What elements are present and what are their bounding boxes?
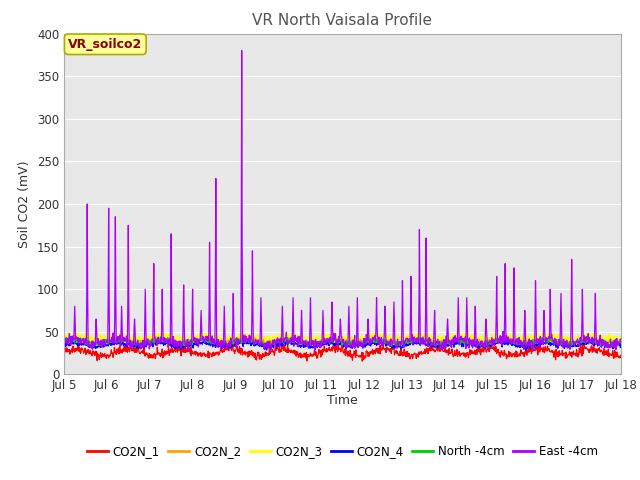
CO2N_2 [617, 336, 625, 342]
CO2N_4 [617, 341, 625, 347]
CO2N_1 [424, 346, 431, 351]
East -4cm [60, 340, 68, 346]
East -4cm [540, 342, 547, 348]
CO2N_1 [617, 354, 625, 360]
East -4cm [369, 335, 376, 340]
CO2N_3 [580, 333, 588, 338]
North -4cm [368, 339, 376, 345]
CO2N_1 [540, 349, 547, 355]
CO2N_4 [423, 341, 431, 347]
CO2N_1 [525, 345, 532, 351]
CO2N_2 [580, 335, 588, 340]
Line: CO2N_2: CO2N_2 [64, 335, 621, 345]
CO2N_1 [60, 348, 68, 354]
East -4cm [238, 48, 246, 53]
CO2N_2 [412, 332, 419, 338]
CO2N_1 [580, 344, 588, 350]
East -4cm [184, 348, 192, 353]
CO2N_4 [282, 343, 289, 348]
CO2N_3 [282, 333, 290, 339]
CO2N_1 [273, 340, 281, 346]
North -4cm [419, 334, 427, 340]
East -4cm [282, 336, 290, 342]
North -4cm [617, 339, 625, 345]
CO2N_2 [423, 337, 431, 343]
CO2N_1 [358, 358, 366, 364]
CO2N_4 [540, 341, 547, 347]
East -4cm [525, 343, 532, 349]
CO2N_4 [368, 341, 376, 347]
Legend: CO2N_1, CO2N_2, CO2N_3, CO2N_4, North -4cm, East -4cm: CO2N_1, CO2N_2, CO2N_3, CO2N_4, North -4… [82, 440, 603, 462]
CO2N_2 [525, 340, 532, 346]
CO2N_4 [525, 340, 532, 346]
North -4cm [580, 337, 588, 343]
CO2N_1 [369, 347, 376, 353]
X-axis label: Time: Time [327, 394, 358, 407]
CO2N_3 [525, 334, 532, 340]
North -4cm [540, 338, 547, 344]
Title: VR North Vaisala Profile: VR North Vaisala Profile [252, 13, 433, 28]
Line: CO2N_4: CO2N_4 [64, 339, 621, 350]
CO2N_3 [617, 334, 625, 339]
East -4cm [580, 338, 588, 344]
CO2N_3 [262, 339, 269, 345]
North -4cm [60, 339, 68, 345]
North -4cm [525, 340, 532, 346]
Text: VR_soilco2: VR_soilco2 [68, 38, 143, 51]
Line: CO2N_3: CO2N_3 [64, 331, 621, 342]
CO2N_2 [433, 342, 441, 348]
CO2N_3 [60, 335, 68, 340]
CO2N_2 [60, 337, 68, 343]
CO2N_4 [580, 341, 588, 347]
CO2N_3 [424, 336, 431, 341]
Y-axis label: Soil CO2 (mV): Soil CO2 (mV) [19, 160, 31, 248]
East -4cm [424, 338, 431, 344]
CO2N_4 [522, 348, 530, 353]
CO2N_3 [369, 332, 376, 337]
North -4cm [350, 345, 358, 350]
North -4cm [281, 337, 289, 343]
East -4cm [617, 338, 625, 344]
Line: East -4cm: East -4cm [64, 50, 621, 350]
CO2N_3 [540, 332, 547, 337]
CO2N_4 [60, 343, 68, 349]
Line: CO2N_1: CO2N_1 [64, 343, 621, 361]
CO2N_2 [281, 335, 289, 340]
CO2N_4 [195, 336, 203, 342]
Line: North -4cm: North -4cm [64, 337, 621, 348]
North -4cm [424, 342, 431, 348]
CO2N_3 [238, 328, 246, 334]
CO2N_2 [368, 336, 376, 341]
CO2N_1 [282, 348, 289, 354]
CO2N_2 [540, 335, 547, 341]
